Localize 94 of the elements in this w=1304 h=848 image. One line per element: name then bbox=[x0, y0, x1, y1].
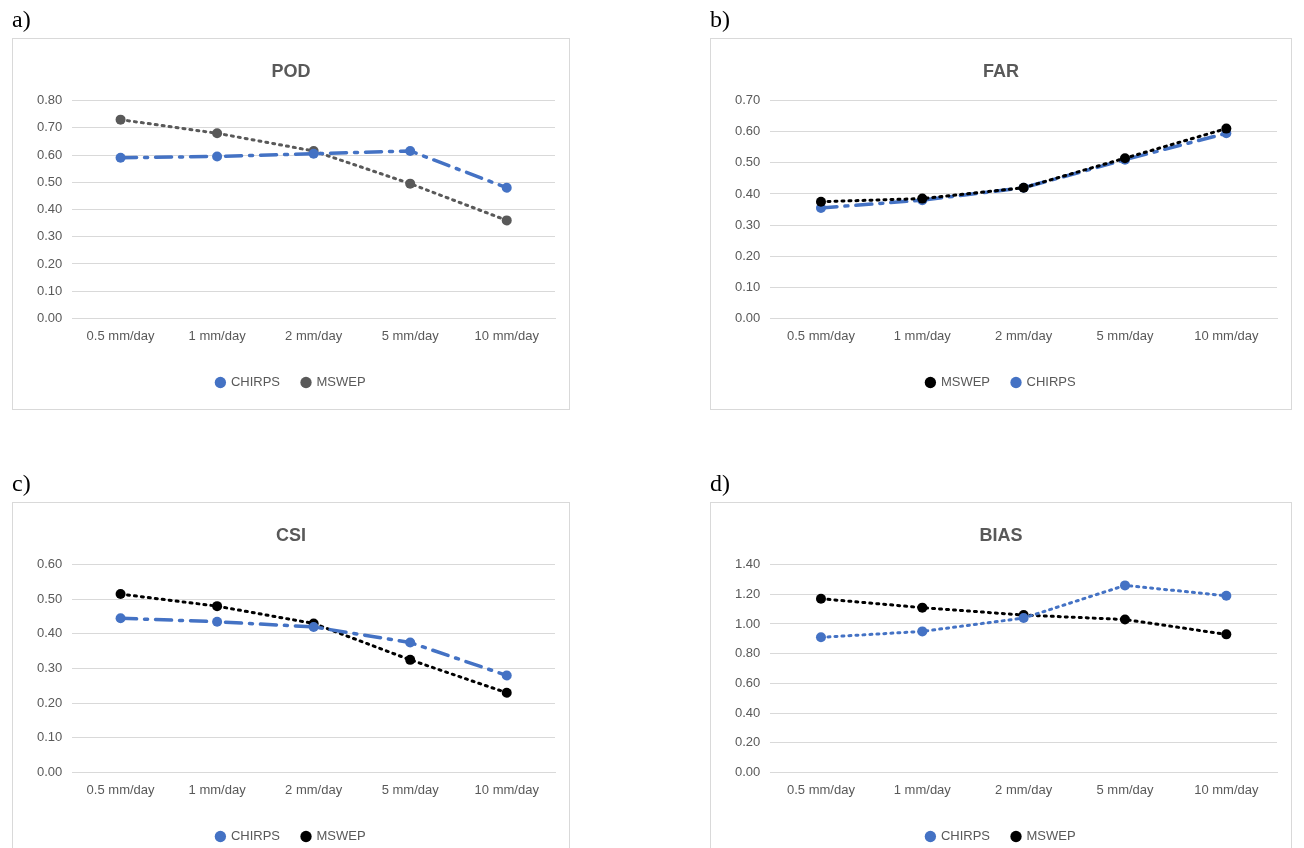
point bbox=[115, 589, 126, 600]
y-tick-label: 0.30 bbox=[734, 216, 761, 232]
x-tick-label: 5 mm/day bbox=[1096, 781, 1155, 797]
y-tick-label: 0.50 bbox=[734, 154, 761, 170]
point bbox=[1119, 580, 1130, 591]
legend-label: CHIRPS bbox=[1026, 374, 1076, 390]
y-tick-label: 0.40 bbox=[734, 704, 761, 720]
y-tick-label: 0.40 bbox=[734, 185, 761, 201]
x-tick-label: 1 mm/day bbox=[893, 781, 952, 797]
y-tick-label: 0.20 bbox=[734, 247, 761, 263]
y-tick-label: 0.40 bbox=[36, 625, 63, 641]
text: c) bbox=[12, 470, 31, 497]
legend-label: MSWEP bbox=[316, 828, 366, 844]
text: a) bbox=[12, 6, 31, 33]
chart-title: CSI bbox=[275, 524, 307, 545]
point bbox=[405, 637, 416, 648]
legend-label: MSWEP bbox=[1026, 828, 1076, 844]
legend-label: CHIRPS bbox=[940, 828, 991, 844]
point bbox=[501, 687, 512, 698]
x-tick-label: 0.5 mm/day bbox=[787, 781, 856, 797]
x-tick-label: 5 mm/day bbox=[1096, 327, 1155, 343]
y-tick-label: 0.70 bbox=[734, 92, 761, 108]
x-tick-label: 10 mm/day bbox=[1194, 327, 1259, 343]
x-tick-label: 1 mm/day bbox=[188, 327, 247, 343]
legend-label: MSWEP bbox=[316, 374, 366, 390]
point bbox=[815, 632, 826, 643]
point bbox=[501, 182, 512, 193]
point bbox=[212, 601, 223, 612]
y-tick-label: 1.20 bbox=[734, 585, 761, 601]
legend-label: MSWEP bbox=[940, 374, 991, 390]
point bbox=[1221, 123, 1232, 134]
point bbox=[212, 616, 223, 627]
y-tick-label: 0.10 bbox=[36, 729, 63, 745]
point bbox=[115, 613, 126, 624]
y-tick-label: 0.60 bbox=[36, 146, 63, 162]
chart-title: BIAS bbox=[979, 524, 1023, 545]
y-tick-label: 0.00 bbox=[734, 763, 761, 779]
y-tick-label: 0.20 bbox=[734, 734, 761, 750]
chart-title: POD bbox=[271, 60, 311, 81]
x-tick-label: 10 mm/day bbox=[474, 327, 540, 343]
y-tick-label: 0.10 bbox=[734, 278, 761, 294]
y-tick-label: 0.10 bbox=[36, 282, 63, 298]
legend-label: CHIRPS bbox=[230, 828, 281, 844]
x-tick-label: 2 mm/day bbox=[995, 781, 1053, 797]
x-tick-label: 2 mm/day bbox=[995, 327, 1053, 343]
y-tick-label: 0.40 bbox=[36, 201, 63, 217]
y-tick-label: 0.50 bbox=[36, 173, 63, 189]
y-tick-label: 0.80 bbox=[36, 92, 63, 108]
point bbox=[917, 602, 928, 613]
y-tick-label: 1.40 bbox=[734, 556, 761, 572]
text: d) bbox=[710, 470, 730, 497]
y-tick-label: 0.00 bbox=[734, 309, 761, 325]
y-tick-label: 0.60 bbox=[36, 556, 63, 572]
chart-title: FAR bbox=[983, 60, 1019, 81]
point bbox=[115, 114, 126, 125]
point bbox=[1221, 590, 1232, 601]
x-tick-label: 10 mm/day bbox=[1194, 781, 1259, 797]
y-tick-label: 0.20 bbox=[36, 694, 63, 710]
legend-label: CHIRPS bbox=[230, 374, 281, 390]
point bbox=[815, 196, 826, 207]
point bbox=[405, 654, 416, 665]
point bbox=[212, 128, 223, 139]
y-tick-label: 0.60 bbox=[734, 123, 761, 139]
point bbox=[405, 178, 416, 189]
point bbox=[115, 152, 126, 163]
point bbox=[212, 151, 223, 162]
y-tick-label: 0.00 bbox=[36, 309, 63, 325]
y-tick-label: 0.00 bbox=[36, 763, 63, 779]
point bbox=[1221, 629, 1232, 640]
text: b) bbox=[710, 6, 730, 33]
x-tick-label: 1 mm/day bbox=[893, 327, 952, 343]
y-tick-label: 0.80 bbox=[734, 645, 761, 661]
x-tick-label: 0.5 mm/day bbox=[86, 781, 156, 797]
x-tick-label: 5 mm/day bbox=[381, 781, 440, 797]
y-tick-label: 0.30 bbox=[36, 660, 63, 676]
x-tick-label: 1 mm/day bbox=[188, 781, 247, 797]
x-tick-label: 0.5 mm/day bbox=[787, 327, 856, 343]
y-tick-label: 0.50 bbox=[36, 590, 63, 606]
y-tick-label: 0.60 bbox=[734, 674, 761, 690]
x-tick-label: 2 mm/day bbox=[285, 327, 343, 343]
point bbox=[501, 670, 512, 681]
x-tick-label: 2 mm/day bbox=[285, 781, 343, 797]
x-tick-label: 5 mm/day bbox=[381, 327, 440, 343]
point bbox=[1119, 614, 1130, 625]
x-tick-label: 0.5 mm/day bbox=[86, 327, 156, 343]
y-tick-label: 0.70 bbox=[36, 119, 63, 135]
point bbox=[405, 145, 416, 156]
x-tick-label: 10 mm/day bbox=[474, 781, 540, 797]
y-tick-label: 1.00 bbox=[734, 615, 761, 631]
point bbox=[501, 215, 512, 226]
point bbox=[917, 626, 928, 637]
y-tick-label: 0.30 bbox=[36, 228, 63, 244]
y-tick-label: 0.20 bbox=[36, 255, 63, 271]
point bbox=[815, 593, 826, 604]
